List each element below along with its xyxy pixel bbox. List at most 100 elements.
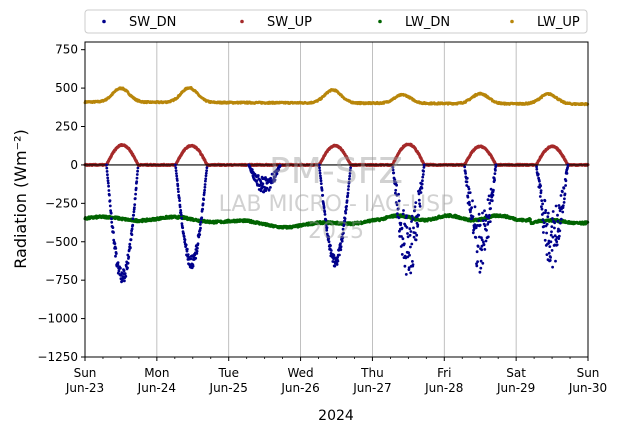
sw-dn-point	[545, 231, 548, 235]
sw-dn-point	[467, 200, 471, 204]
sw-dn-point	[539, 184, 542, 188]
sw-dn-point	[186, 253, 190, 256]
sw-dn-point	[107, 189, 111, 192]
sw-dn-point	[195, 249, 199, 253]
sw-dn-point	[399, 221, 403, 225]
sw-dn-point	[410, 220, 413, 223]
x-tick-label-date: Jun-30	[568, 381, 607, 395]
sw-dn-point	[557, 234, 561, 238]
sw-dn-point	[184, 243, 188, 247]
y-tick-label: 750	[55, 43, 78, 57]
legend-label: LW_UP	[537, 15, 580, 30]
sw-dn-point	[111, 226, 115, 230]
sw-dn-point	[126, 266, 129, 270]
sw-dn-point	[541, 202, 544, 206]
sw-dn-point	[133, 197, 137, 200]
sw-dn-point	[132, 213, 136, 217]
lw-dn-point	[528, 217, 532, 221]
sw-dn-point	[483, 224, 487, 228]
sw-dn-point	[194, 256, 198, 260]
sw-dn-point	[404, 273, 408, 276]
sw-dn-point	[468, 191, 472, 195]
sw-dn-point	[554, 204, 558, 208]
sw-dn-point	[482, 243, 486, 247]
sw-dn-point	[566, 163, 570, 167]
sw-dn-point	[473, 205, 477, 209]
data-marks	[83, 86, 590, 284]
sw-dn-point	[566, 166, 569, 169]
sw-dn-point	[179, 213, 183, 217]
sw-dn-point	[544, 209, 548, 212]
sw-dn-point	[553, 226, 556, 230]
sw-dn-point	[128, 242, 132, 246]
x-gridlines	[156, 42, 517, 357]
legend: SW_DN SW_UP LW_DN LW_UP	[84, 9, 588, 34]
x-tick-label-day: Mon	[144, 366, 169, 380]
sw-dn-point	[106, 181, 110, 185]
y-tick-label: 250	[55, 120, 78, 134]
sw-dn-point	[339, 245, 343, 249]
sw-dn-point	[204, 171, 208, 175]
sw-dn-point	[335, 263, 339, 266]
sw-dn-point	[548, 245, 552, 249]
sw-dn-point	[420, 182, 424, 186]
sw-dn-point	[178, 199, 182, 203]
sw-dn-point	[411, 217, 415, 221]
sw-dn-point	[199, 220, 203, 224]
sw-dn-point	[196, 246, 199, 250]
sw-dn-point	[550, 225, 554, 229]
sw-dn-point	[564, 179, 568, 183]
sw-dn-point	[542, 231, 545, 234]
sw-dn-point	[551, 265, 554, 269]
sw-dn-point	[329, 244, 332, 248]
sw-dn-point	[201, 207, 205, 211]
sw-dn-point	[540, 207, 544, 211]
sw-dn-point	[108, 204, 112, 208]
sw-dn-point	[550, 249, 554, 252]
sw-dn-point	[466, 195, 470, 199]
sw-dn-point	[117, 269, 121, 273]
sw-dn-point	[256, 174, 260, 177]
sw-dn-point	[204, 174, 208, 178]
sw-dn-point	[177, 190, 180, 194]
sw-dn-point	[333, 264, 337, 268]
sw-dn-point	[198, 223, 202, 226]
sw-dn-point	[114, 252, 118, 256]
sw-dn-point	[114, 247, 118, 250]
x-tick-label-day: Fri	[437, 366, 451, 380]
sw-dn-point	[556, 213, 559, 217]
sw-dn-point	[554, 259, 557, 263]
x-axis-label: 2024	[318, 408, 354, 424]
sw-dn-point	[561, 190, 564, 194]
watermark-line1: PM-SFZ	[269, 151, 403, 192]
sw-dn-point	[136, 169, 140, 173]
sw-dn-point	[110, 220, 114, 224]
sw-dn-point	[477, 212, 481, 216]
sw-dn-point	[131, 217, 135, 221]
sw-dn-point	[487, 216, 491, 220]
sw-dn-point	[176, 184, 180, 188]
sw-dn-point	[109, 211, 113, 215]
y-tick-label: −250	[45, 196, 78, 210]
sw-dn-point	[411, 263, 415, 266]
sw-dn-point	[126, 261, 130, 265]
sw-dn-point	[339, 248, 343, 252]
sw-dn-point	[488, 213, 491, 217]
sw-dn-point	[201, 202, 205, 206]
sw-dn-point	[561, 204, 565, 208]
sw-dn-point	[551, 210, 555, 213]
sw-dn-point	[488, 220, 492, 224]
sw-dn-point	[132, 210, 136, 214]
sw-dn-point	[539, 189, 543, 193]
sw-dn-point	[114, 254, 117, 258]
sw-dn-point	[181, 226, 185, 230]
legend-label: SW_UP	[267, 15, 312, 30]
sw-dn-point	[471, 231, 475, 235]
sw-dn-point	[543, 238, 547, 242]
sw-dn-point	[422, 169, 425, 173]
sw-dn-point	[185, 247, 189, 251]
sw-dn-point	[411, 260, 414, 263]
sw-dn-point	[180, 216, 184, 220]
sw-dn-point	[478, 223, 482, 227]
